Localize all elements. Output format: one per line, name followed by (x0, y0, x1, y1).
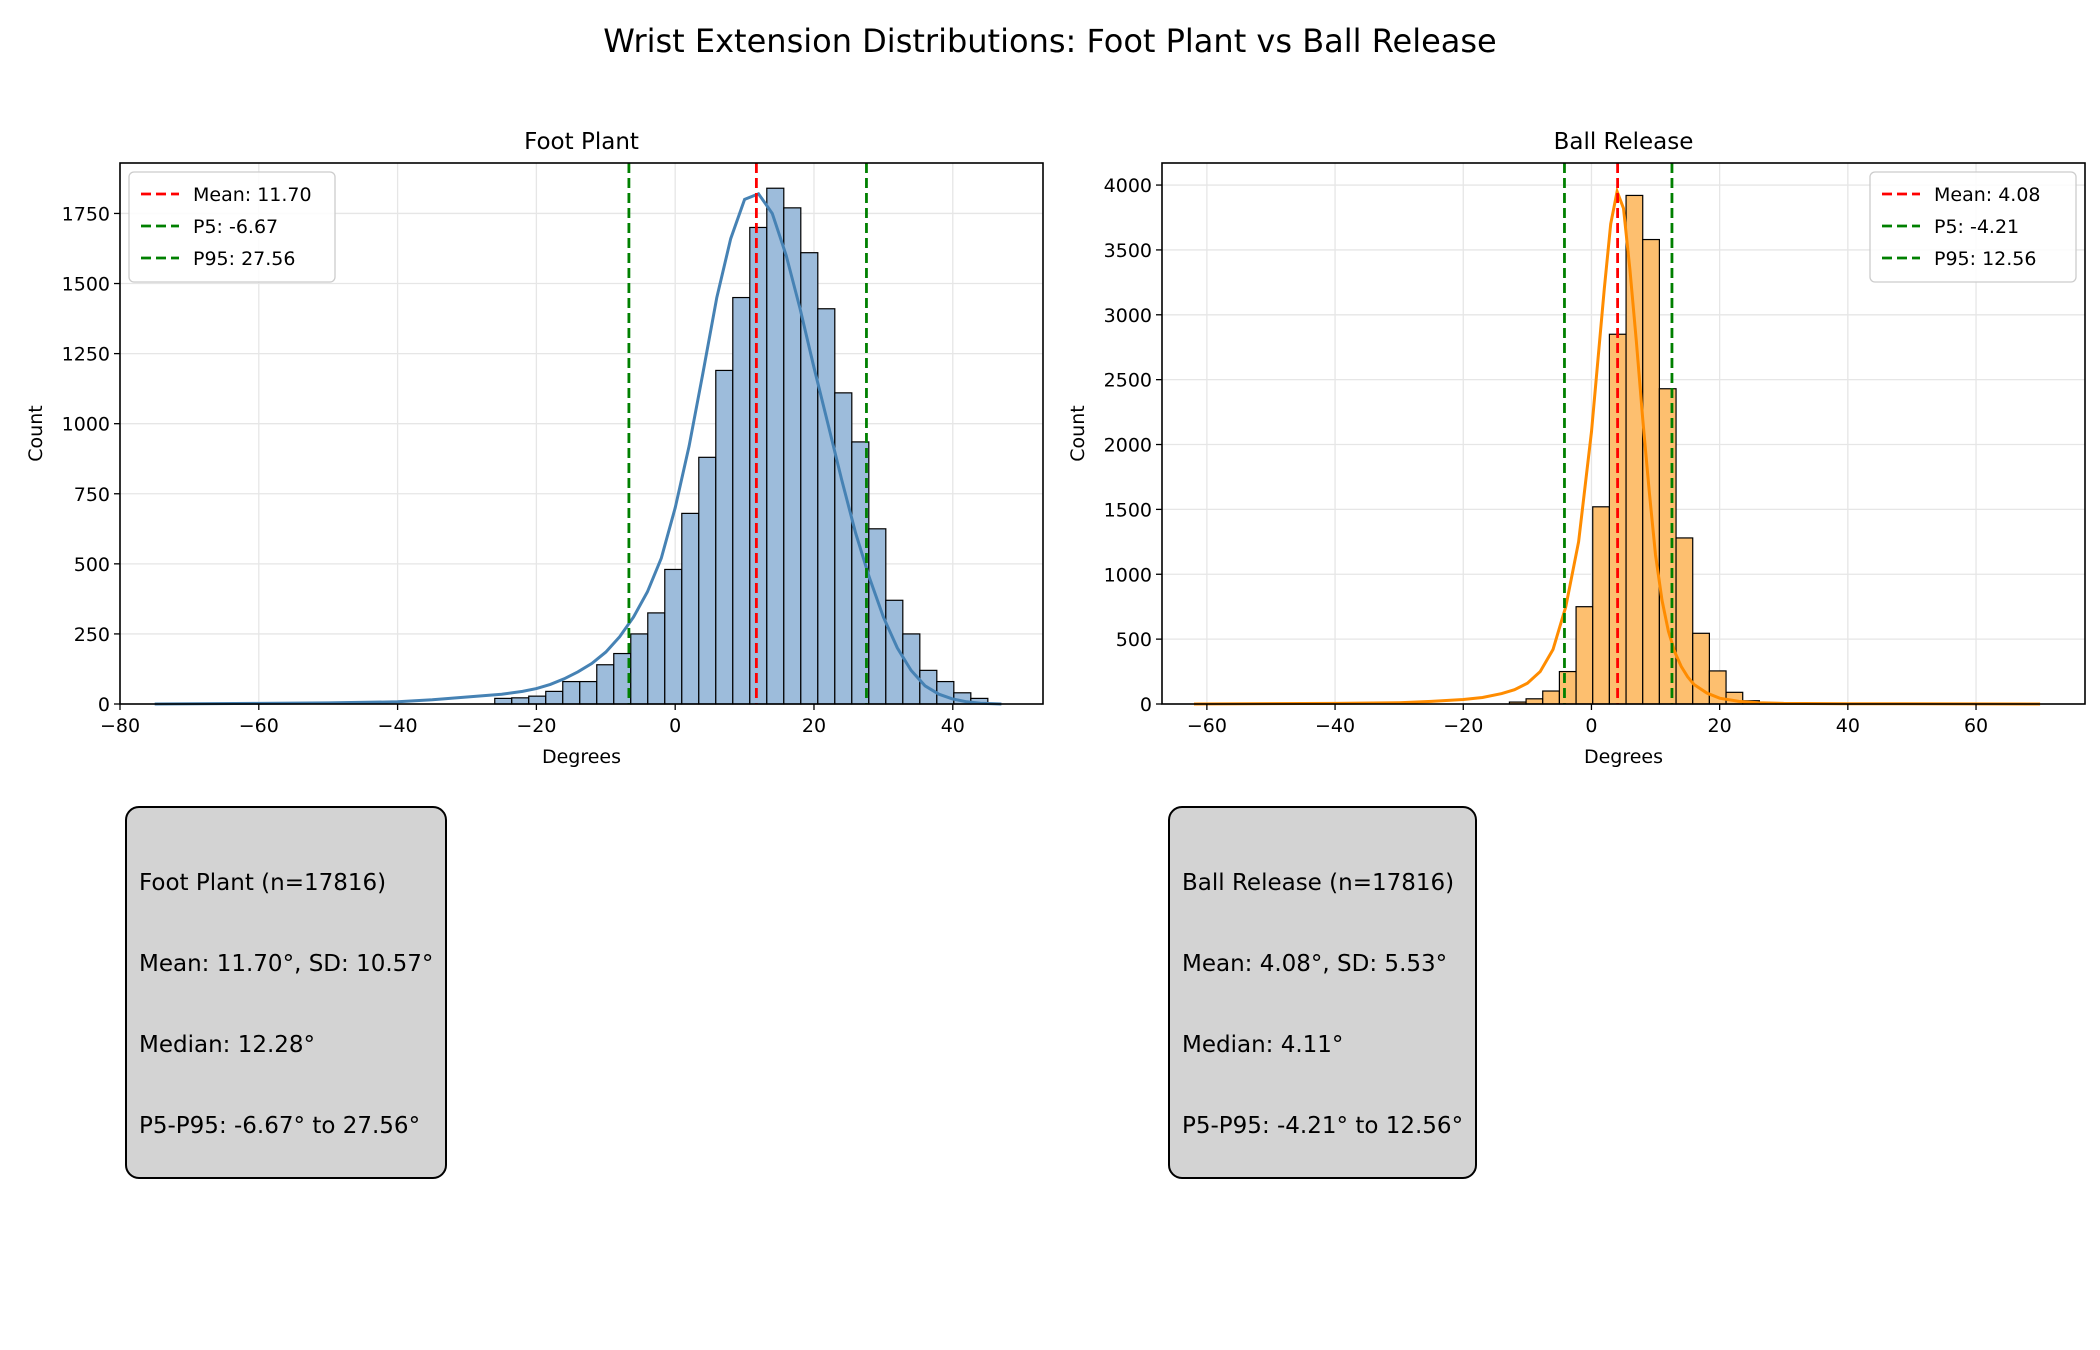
x-tick-label: −40 (1315, 715, 1355, 737)
histogram-bar (817, 308, 836, 705)
y-tick-label: 4000 (1104, 175, 1152, 197)
histogram-bar (749, 226, 768, 705)
histogram-bar (647, 612, 666, 705)
histogram-bar (494, 697, 513, 705)
ball-release-stats-range: P5-P95: -4.21° to 12.56° (1182, 1113, 1464, 1139)
x-tick-label: 0 (1585, 715, 1597, 737)
ball-release-panel: −60 −40 −20 0 20 40 60 0 500 1000 1500 2000 2500 3000… (1067, 129, 2086, 768)
foot-plant-xlabel: Degrees (542, 746, 621, 768)
histogram-bar (1558, 670, 1577, 705)
legend-label: P5: -4.21 (1934, 216, 2019, 238)
foot-plant-ylabel: Count (25, 405, 47, 461)
histogram-bar (681, 512, 700, 705)
y-tick-label: 500 (1116, 629, 1152, 651)
legend-frame (128, 171, 336, 283)
y-tick-label: 1250 (62, 344, 110, 366)
figure-title: Wrist Extension Distributions: Foot Plan… (603, 22, 1496, 60)
x-tick-label: 40 (1836, 715, 1860, 737)
x-tick-label: 60 (1964, 715, 1988, 737)
y-tick-label: 3000 (1104, 305, 1152, 327)
foot-plant-panel: −80 −60 −40 −20 0 20 40 0 250 500 750 1000 1250 1500 1… (25, 129, 1044, 768)
x-tick-label: −20 (1443, 715, 1483, 737)
histogram-bar (1542, 690, 1561, 705)
foot-plant-axes-frame (119, 162, 1044, 705)
foot-plant-stats-box: Foot Plant (n=17816) Mean: 11.70°, SD: 1… (125, 806, 448, 1179)
y-tick-label: 1000 (1104, 564, 1152, 586)
y-tick-label: 750 (74, 484, 110, 506)
foot-plant-stats-median: Median: 12.28° (139, 1032, 316, 1058)
y-tick-label: 0 (98, 694, 110, 716)
y-tick-label: 2500 (1104, 370, 1152, 392)
ball-release-stats-median: Median: 4.11° (1182, 1032, 1344, 1058)
histogram-bar (545, 690, 564, 705)
ball-release-axes-frame (1161, 162, 2086, 705)
ball-release-stats-box: Ball Release (n=17816) Mean: 4.08°, SD: … (1168, 806, 1478, 1179)
y-tick-label: 2000 (1104, 435, 1152, 457)
histogram-bar (1575, 606, 1594, 705)
foot-plant-title: Foot Plant (524, 129, 639, 155)
ball-release-legend: Mean: 4.08 P5: -4.21 P95: 12.56 (1869, 171, 2077, 283)
legend-label: Mean: 4.08 (1934, 184, 2041, 206)
y-tick-label: 1500 (1104, 499, 1152, 521)
x-tick-label: −60 (239, 715, 279, 737)
x-tick-label: 40 (941, 715, 965, 737)
y-tick-label: 1000 (62, 414, 110, 436)
legend-label: Mean: 11.70 (193, 184, 312, 206)
histogram-bar (698, 456, 717, 705)
legend-label: P95: 12.56 (1934, 248, 2036, 270)
histogram-bar (579, 680, 598, 705)
foot-plant-stats-title: Foot Plant (n=17816) (139, 870, 387, 896)
histogram-bar (834, 392, 853, 705)
ball-release-xlabel: Degrees (1584, 746, 1663, 768)
histogram-bar (630, 633, 649, 705)
histogram-bar (1625, 194, 1644, 705)
histogram-bar (1592, 506, 1610, 705)
foot-plant-kde-curve (154, 191, 1002, 706)
y-tick-label: 3500 (1104, 240, 1152, 262)
x-tick-label: 20 (1708, 715, 1732, 737)
histogram-bar (562, 680, 581, 705)
histogram-bar (528, 695, 547, 705)
histogram-bar (596, 664, 615, 705)
ball-release-ylabel: Count (1067, 405, 1089, 461)
y-tick-label: 0 (1140, 694, 1152, 716)
ball-release-stats-title: Ball Release (n=17816) (1182, 870, 1455, 896)
histogram-bar (1642, 238, 1660, 705)
ball-release-kde-curve (1193, 186, 2041, 706)
foot-plant-legend: Mean: 11.70 P5: -6.67 P95: 27.56 (128, 171, 336, 283)
x-tick-label: −80 (100, 715, 140, 737)
legend-label: P95: 27.56 (193, 248, 295, 270)
ball-release-stats-mean: Mean: 4.08°, SD: 5.53° (1182, 951, 1448, 977)
x-tick-label: −20 (516, 715, 556, 737)
histogram-bar (511, 697, 530, 705)
histogram-bar (732, 296, 751, 705)
y-tick-label: 1500 (62, 274, 110, 296)
legend-label: P5: -6.67 (193, 216, 278, 238)
x-tick-label: 0 (669, 715, 681, 737)
ball-release-bars (1508, 194, 1794, 705)
x-tick-label: −40 (378, 715, 418, 737)
y-tick-label: 250 (74, 624, 110, 646)
histogram-bar (664, 568, 683, 705)
foot-plant-stats-range: P5-P95: -6.67° to 27.56° (139, 1113, 421, 1139)
foot-plant-bars (494, 187, 989, 705)
ball-release-title: Ball Release (1554, 129, 1694, 155)
legend-frame (1869, 171, 2077, 283)
histogram-bar (766, 187, 785, 705)
y-tick-label: 500 (74, 554, 110, 576)
histogram-bar (1658, 388, 1677, 705)
y-tick-label: 1750 (62, 203, 110, 225)
histogram-bar (715, 369, 734, 705)
foot-plant-stats-mean: Mean: 11.70°, SD: 10.57° (139, 951, 434, 977)
x-tick-label: 20 (802, 715, 826, 737)
x-tick-label: −60 (1187, 715, 1227, 737)
